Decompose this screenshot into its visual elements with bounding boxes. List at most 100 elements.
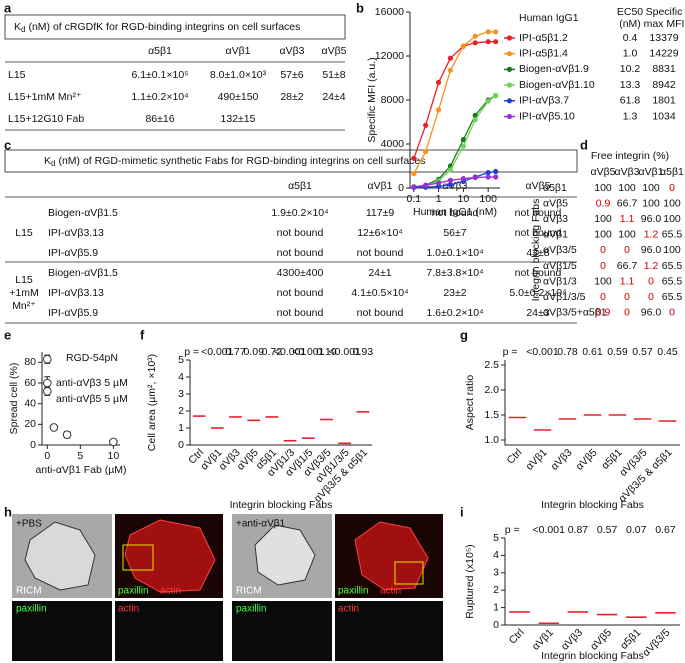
table-cell: 23±2: [443, 287, 466, 299]
table-cell: not bound: [277, 247, 324, 259]
table-cell: 28±2: [280, 91, 303, 103]
table-cell: 8.0±1.0×10³: [210, 69, 267, 81]
column-header: EC50: [617, 6, 643, 18]
row-label: αVβ1: [543, 229, 568, 241]
table-cell: 1.0±0.1×10⁴: [426, 247, 483, 259]
legend-marker: [506, 51, 513, 57]
p-value: 0.77: [225, 346, 246, 358]
x-tick-label: 5: [77, 450, 83, 462]
y-tick-label: 12000: [375, 50, 404, 62]
column-header: (nM): [619, 18, 641, 30]
p-value: 0.57: [597, 524, 618, 536]
table-cell: 0: [648, 291, 654, 303]
panel-label: c: [4, 137, 11, 152]
data-point: [472, 33, 478, 39]
column-header: α5β1: [288, 180, 312, 192]
p-value: 0.07: [626, 524, 647, 536]
y-tick-label: 1: [178, 422, 184, 434]
table-cell: 117±9: [366, 207, 395, 219]
table-cell: 6.1±0.1×10⁵: [131, 69, 188, 81]
table-cell: 0: [669, 182, 675, 194]
y-tick-label: 2.0: [484, 384, 499, 396]
legend-marker: [506, 66, 513, 72]
table-cell: 100: [642, 197, 660, 209]
max-mfi-value: 1034: [652, 110, 676, 122]
y-tick-label: 8000: [381, 94, 405, 106]
max-mfi-value: 1801: [652, 95, 676, 107]
x-tick-label: 100: [479, 193, 497, 205]
table-cell: 490±150: [218, 91, 259, 103]
data-point: [447, 55, 454, 61]
y-tick-label: 4: [493, 549, 499, 561]
channel-label: paxillin: [16, 604, 47, 615]
p-value: <0.001: [292, 346, 325, 358]
table-cell: 57±6: [280, 69, 303, 81]
table-cell: 66.7: [617, 260, 638, 272]
ec50-value: 61.8: [620, 95, 641, 107]
table-cell: 100: [618, 229, 636, 241]
data-point: [423, 122, 429, 128]
y-axis-label: Ruptured (x10⁵): [464, 544, 476, 618]
table-cell: 65.5: [662, 260, 683, 272]
p-value: <0.001: [533, 524, 566, 536]
y-axis-label: Aspect ratio: [464, 375, 476, 431]
table-cell: 1.1: [620, 213, 635, 225]
x-tick-label: Ctrl: [505, 447, 525, 467]
cell-shape: [24, 521, 96, 591]
title-text: (nM) of RGD-mimetic synthetic Fabs for R…: [58, 155, 425, 167]
fab-name: IPI-αVβ3.13: [48, 287, 104, 299]
y-tick-label: 3: [493, 567, 499, 579]
group-label: L15: [15, 227, 33, 239]
p-value: 0.57: [632, 346, 653, 358]
y-axis-label: Spread cell (%): [8, 363, 20, 435]
table-title: Kd (nM) of RGD-mimetic synthetic Fabs for…: [44, 155, 426, 168]
row-label: αVβ1/3: [543, 275, 577, 287]
p-value: 0.61: [582, 346, 603, 358]
p-prefix: p =: [505, 524, 520, 536]
table-cell: 5.0±0.2×10⁴: [509, 287, 566, 299]
table-cell: 100: [594, 182, 612, 194]
column-header: αVβ1: [226, 45, 251, 57]
data-point: [447, 167, 454, 173]
table-cell: 65.5: [662, 291, 683, 303]
legend-marker: [506, 113, 513, 120]
fab-name: Biogen-αVβ1.5: [48, 267, 118, 279]
row-label: αVβ1/5: [543, 260, 577, 272]
chart-title: RGD-54pN: [66, 352, 118, 364]
table-cell: 1.1±0.2×10⁴: [131, 91, 188, 103]
x-axis-label: Integrin blocking Fabs: [541, 499, 644, 511]
max-mfi-value: 14229: [649, 47, 678, 59]
x-tick-label: αVβ3/5: [640, 626, 672, 658]
y-tick-label: 5: [493, 532, 499, 544]
table-cell: 24±4: [322, 91, 345, 103]
table-cell: 0: [669, 307, 675, 319]
column-header: αVβ1: [639, 166, 664, 178]
table-cell: 96.0: [641, 213, 662, 225]
x-tick-label: Ctrl: [507, 627, 527, 647]
series-line: [413, 41, 496, 159]
data-point: [411, 184, 417, 190]
data-point: [472, 40, 478, 46]
data-point: [485, 174, 491, 180]
series-label: anti-αVβ5 5 µM: [56, 393, 128, 405]
data-point: [460, 143, 466, 149]
axis-line: [189, 360, 372, 446]
fab-name: IPI-αVβ3.13: [48, 227, 104, 239]
data-point: [436, 107, 442, 113]
row-label: αVβ1/3/5: [543, 291, 586, 303]
table-cell: 1.2: [644, 260, 659, 272]
y-tick-label: 60: [24, 377, 36, 389]
table-cell: 96.0: [641, 244, 662, 256]
zoom-image: [232, 601, 332, 661]
zoom-box: [122, 544, 154, 571]
data-point: [42, 354, 52, 364]
p-value: 0.67: [655, 524, 676, 536]
kd-symbol: K: [44, 155, 51, 167]
channel-label: actin: [380, 586, 401, 597]
row-label: L15+1mM Mn²⁺: [8, 91, 82, 103]
data-point: [62, 430, 72, 439]
table-cell: 100: [663, 244, 681, 256]
column-header: α5β1: [660, 166, 684, 178]
p-value: 0.87: [568, 524, 589, 536]
